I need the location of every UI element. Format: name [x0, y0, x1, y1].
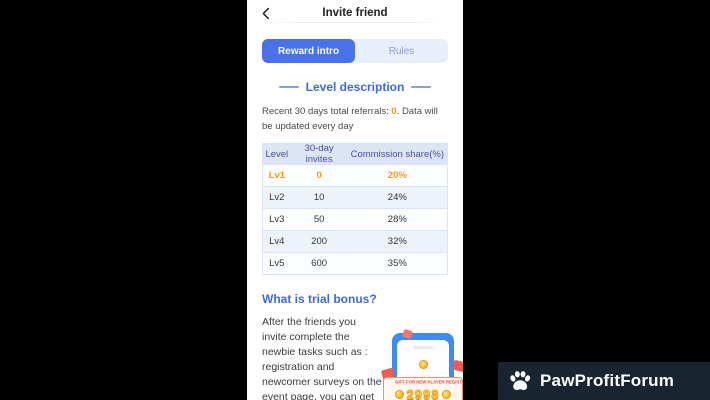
note-prefix: Recent 30 days total referrals: [262, 106, 392, 117]
decor-line [413, 346, 433, 350]
cell-invites: 50 [313, 214, 325, 226]
cell-share: 20% [387, 170, 407, 182]
tab-rules[interactable]: Rules [388, 45, 415, 57]
trial-bonus-section: After the friends you invite complete th… [262, 315, 463, 400]
table-header-row: Level 30-day invites Commission share(%) [263, 143, 447, 166]
coin-icon [394, 390, 404, 400]
promo-amount: 2998 [406, 387, 440, 400]
cell-share: 28% [387, 214, 407, 226]
table-row: Lv1 0 20% [263, 164, 447, 187]
col-header-level: Level [265, 148, 289, 160]
cell-level: Lv1 [268, 170, 285, 182]
paw-icon [508, 369, 532, 393]
tab-bar: Reward intro Rules [262, 39, 448, 63]
referrals-note: Recent 30 days total referrals: 0. Data … [262, 105, 448, 134]
cell-invites: 600 [311, 258, 328, 270]
coin-icon [442, 390, 452, 400]
cell-level: Lv2 [269, 192, 285, 204]
cell-share: 24% [387, 192, 407, 204]
page-title: Invite friend [322, 7, 388, 19]
trial-bonus-title: What is trial bonus? [262, 292, 377, 307]
table-row: Lv3 50 28% [263, 208, 447, 231]
title-dash-left [278, 86, 299, 88]
promo-amount-row: 2998 [384, 387, 462, 400]
cell-share: 35% [387, 258, 407, 270]
app-screen: Invite friend Reward intro Rules Level d… [247, 0, 463, 400]
cell-invites: 10 [313, 192, 325, 204]
promo-banner-text: GIFT FOR NEW PLAYER REGISTRATION [394, 381, 463, 386]
level-description-title: Level description [305, 80, 405, 94]
tab-reward-intro[interactable]: Reward intro [262, 39, 355, 63]
coin-icon [419, 360, 428, 370]
app-header: Invite friend [247, 0, 463, 27]
col-header-invites: 30-day invites [304, 143, 334, 166]
cell-level: Lv3 [269, 214, 285, 226]
back-button[interactable] [259, 6, 274, 21]
note-suffix: . Data will be updated every day [262, 106, 438, 132]
trial-bonus-body: After the friends you invite complete th… [262, 316, 382, 400]
header-divider [267, 22, 443, 23]
promo-graphic: GIFT FOR NEW PLAYER REGISTRATION 2998 ♥ [380, 329, 463, 400]
cell-level: Lv5 [269, 258, 285, 270]
level-table: Level 30-day invites Commission share(%)… [262, 143, 448, 276]
referral-count: 0 [391, 106, 397, 117]
promo-banner: GIFT FOR NEW PLAYER REGISTRATION 2998 [383, 377, 463, 400]
watermark-brand: PawProfitForum [540, 371, 675, 390]
level-description-header: Level description [247, 80, 463, 94]
table-row: Lv5 600 35% [263, 252, 447, 275]
chevron-left-icon [262, 7, 270, 20]
watermark-bar: PawProfitForum [498, 362, 710, 400]
cell-invites: 200 [311, 236, 328, 248]
table-row: Lv2 10 24% [263, 186, 447, 209]
col-header-share: Commission share(%) [350, 148, 445, 160]
cell-share: 32% [387, 236, 407, 248]
cell-invites: 0 [316, 170, 322, 182]
cell-level: Lv4 [269, 236, 285, 248]
title-dash-right [411, 86, 432, 88]
table-row: Lv4 200 32% [263, 230, 447, 253]
promo-phone-illustration [392, 333, 454, 400]
